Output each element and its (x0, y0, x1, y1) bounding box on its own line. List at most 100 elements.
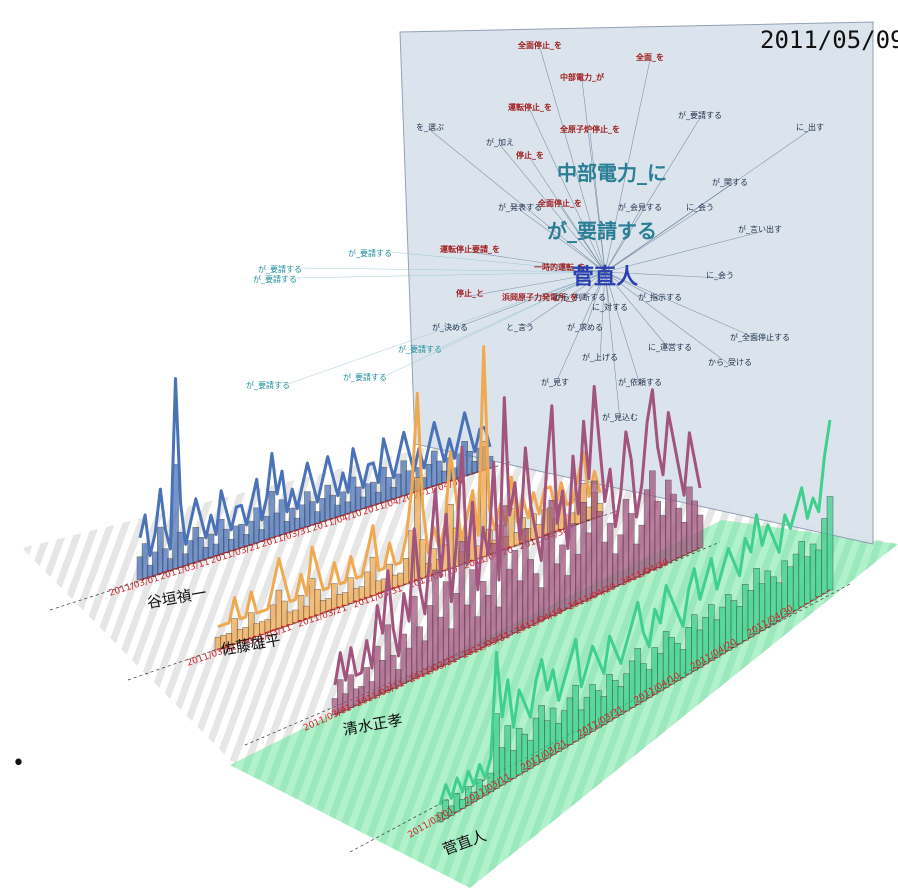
network-word: が_発表する (498, 202, 542, 212)
bar (510, 749, 517, 779)
word-network: 全面停止_を中部電力_が全面_を運転停止_を全原子炉停止_を停止_を全面停止_を… (246, 40, 824, 422)
bar (469, 569, 476, 653)
bar (270, 604, 277, 631)
network-word: に_会う (686, 202, 714, 212)
bar (347, 577, 355, 604)
ghost-word: が_要請する (398, 344, 442, 354)
bar (490, 543, 497, 643)
network-word: 全面停止_を (537, 198, 582, 208)
bar (253, 507, 260, 543)
network-edge (604, 209, 641, 273)
bar (821, 518, 828, 594)
bar (804, 556, 811, 604)
network-edge (529, 109, 606, 273)
network-word: を_選ぶ (416, 122, 444, 132)
network-word: が_会見する (618, 202, 662, 212)
network-word: 停止_と (456, 288, 484, 298)
bullet: • (12, 751, 25, 776)
network-word: が_要請する (678, 110, 722, 120)
date-label: 2011/05/09 (760, 26, 898, 54)
big-label-0: が_要請する (547, 219, 657, 243)
bar (736, 606, 743, 645)
network-edge (429, 129, 606, 273)
network-edge (584, 271, 606, 331)
bar (314, 589, 321, 616)
bar (369, 556, 377, 596)
network-word: 全原子炉停止_を (559, 124, 620, 134)
network-edge (604, 271, 621, 421)
network-word: 一時的運転_を (534, 262, 586, 272)
bar (281, 600, 288, 627)
network-edge (604, 184, 731, 273)
ghost-edge (287, 271, 606, 385)
bar (696, 514, 704, 549)
bar (809, 543, 817, 601)
network-edge (469, 251, 606, 273)
series-line (333, 384, 702, 686)
bar (826, 496, 834, 591)
bar (278, 499, 286, 535)
network-center: 菅直人 (572, 264, 638, 290)
bar (442, 581, 450, 665)
network-word: が_依頼する (618, 377, 662, 387)
network-edge (604, 271, 731, 366)
network-word: が_加え (486, 137, 514, 147)
network-word: 浜岡原子力発電所_を (502, 292, 578, 302)
bar (458, 541, 466, 658)
network-edge (581, 79, 606, 273)
network-word: 運転停止_を (508, 102, 552, 112)
bar (308, 578, 316, 618)
network-edge (599, 271, 606, 361)
network-edge (604, 271, 761, 341)
network-edge (604, 271, 661, 301)
bar (177, 531, 184, 568)
network-edge (469, 271, 606, 297)
bar (297, 594, 305, 622)
network-edge (604, 59, 651, 273)
bar (331, 583, 338, 610)
network-word: が_指示する (638, 292, 682, 302)
network-word: が_関する (712, 177, 748, 187)
network-word: 全面停止_を (517, 40, 562, 50)
network-edge (539, 47, 606, 273)
network-edge (604, 209, 701, 273)
bar (815, 549, 822, 597)
bar (548, 500, 556, 617)
network-edge (499, 144, 606, 273)
ghost-word: が_要請する (343, 372, 387, 382)
network-word: 全面_を (635, 52, 664, 62)
ghost-word: が_要請する (258, 264, 302, 274)
bar (798, 541, 805, 608)
network-word: と_言う (506, 322, 534, 332)
network-edge (539, 271, 606, 301)
network-word: が_上げる (582, 352, 618, 362)
network-word: が_見込む (602, 412, 638, 422)
network-edge (604, 271, 611, 311)
network-panel (399, 21, 874, 545)
bar (141, 543, 149, 579)
network-word: 停止_を (516, 150, 544, 160)
network-edge (449, 271, 606, 331)
network-edge (604, 117, 701, 273)
network-word: から_判断する (554, 292, 606, 302)
ghost-word: が_要請する (253, 274, 297, 284)
series-line (217, 345, 602, 629)
network-edge (604, 271, 641, 386)
network-edge (604, 271, 671, 351)
bar (623, 673, 630, 712)
bar (419, 539, 427, 579)
network-edge (519, 271, 606, 331)
network-word: が_全面停止する (730, 332, 790, 342)
bar (453, 792, 461, 813)
network-edge (554, 271, 606, 386)
bar (275, 589, 283, 629)
network-word: が_見す (541, 377, 569, 387)
ghost-edge (439, 271, 606, 349)
bar (364, 571, 371, 598)
network-word: が_言い出す (738, 224, 782, 234)
network-word: 中部電力_が (560, 72, 605, 82)
network-word: が_求める (567, 322, 603, 332)
ghost-word: が_要請する (348, 248, 392, 258)
network-edge (529, 157, 606, 273)
